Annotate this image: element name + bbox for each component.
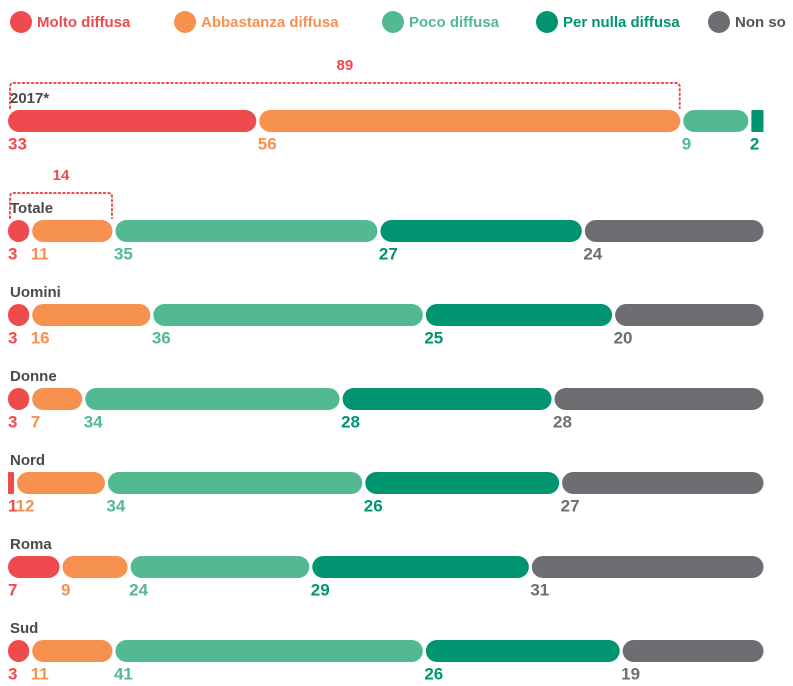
bar-segment	[153, 304, 423, 326]
row-label: Donne	[10, 368, 57, 385]
bar-segment	[107, 472, 363, 494]
row-label: Roma	[10, 536, 52, 553]
value-label: 7	[8, 580, 17, 599]
value-label: 28	[341, 412, 360, 431]
value-label: 35	[114, 244, 133, 263]
value-label: 25	[424, 328, 443, 347]
value-label: 41	[114, 664, 133, 681]
row-label: Nord	[10, 452, 45, 469]
value-label: 20	[614, 328, 633, 347]
value-label: 27	[561, 496, 580, 515]
value-label: 1	[8, 496, 17, 515]
annotation-bracket	[9, 192, 113, 219]
bar-segment	[554, 388, 764, 410]
bar-segment	[115, 640, 423, 662]
bar-segment	[683, 110, 749, 132]
value-label: 16	[31, 328, 50, 347]
bar-segment	[380, 220, 582, 242]
bar-segment	[365, 472, 560, 494]
bar-segment	[751, 110, 764, 132]
bar-segment	[425, 640, 620, 662]
value-label: 56	[258, 134, 277, 153]
bar-segment	[130, 556, 310, 578]
row-label: 2017*	[10, 90, 49, 107]
row-label: Sud	[10, 620, 38, 637]
bar-segment	[584, 220, 764, 242]
value-label: 9	[682, 134, 691, 153]
bar-segment	[425, 304, 613, 326]
bar-segment	[312, 556, 529, 578]
legend-label: Non so	[735, 14, 786, 31]
value-label: 9	[61, 580, 70, 599]
value-label: 11	[31, 664, 49, 681]
value-label: 24	[129, 580, 148, 599]
value-label: 3	[8, 412, 17, 431]
bar-segment	[259, 110, 681, 132]
legend-swatch	[536, 11, 558, 33]
bar-segment	[32, 304, 151, 326]
row-label: Totale	[10, 200, 53, 217]
legend-label: Per nulla diffusa	[563, 14, 680, 31]
value-label: 29	[311, 580, 330, 599]
value-label: 2	[750, 134, 759, 153]
row-label: Uomini	[10, 284, 61, 301]
value-label: 19	[621, 664, 640, 681]
value-label: 34	[84, 412, 103, 431]
legend-label: Molto diffusa	[37, 14, 131, 31]
bar-segment	[32, 388, 83, 410]
bar-segment	[8, 220, 30, 242]
value-label: 33	[8, 134, 27, 153]
value-label: 36	[152, 328, 171, 347]
legend-swatch	[382, 11, 404, 33]
legend-swatch	[174, 11, 196, 33]
value-label: 28	[553, 412, 572, 431]
legend-swatch	[708, 11, 730, 33]
bar-segment	[32, 220, 113, 242]
annotation-label: 14	[53, 167, 70, 184]
bar-segment	[62, 556, 128, 578]
value-label: 26	[424, 664, 443, 681]
bar-segment	[8, 472, 15, 494]
bar-segment	[8, 110, 257, 132]
bar-segment	[8, 640, 30, 662]
value-label: 26	[364, 496, 383, 515]
value-label: 3	[8, 244, 17, 263]
legend-label: Abbastanza diffusa	[201, 14, 339, 31]
value-label: 7	[31, 412, 40, 431]
bar-segment	[562, 472, 764, 494]
value-label: 12	[16, 496, 35, 515]
bar-segment	[342, 388, 552, 410]
value-label: 3	[8, 328, 17, 347]
value-label: 34	[106, 496, 125, 515]
bar-segment	[17, 472, 105, 494]
value-label: 27	[379, 244, 398, 263]
value-label: 31	[530, 580, 549, 599]
bar-segment	[115, 220, 378, 242]
legend-swatch	[10, 11, 32, 33]
annotation-label: 89	[337, 57, 354, 74]
bar-segment	[32, 640, 113, 662]
annotation-bracket	[9, 82, 681, 109]
value-label: 3	[8, 664, 17, 681]
bar-segment	[85, 388, 340, 410]
bar-segment	[8, 304, 30, 326]
legend-label: Poco diffusa	[409, 14, 500, 31]
bar-segment	[8, 388, 30, 410]
bar-segment	[622, 640, 764, 662]
bar-segment	[531, 556, 764, 578]
value-label: 24	[583, 244, 602, 263]
bar-segment	[8, 556, 60, 578]
value-label: 11	[31, 244, 49, 263]
bar-segment	[615, 304, 764, 326]
